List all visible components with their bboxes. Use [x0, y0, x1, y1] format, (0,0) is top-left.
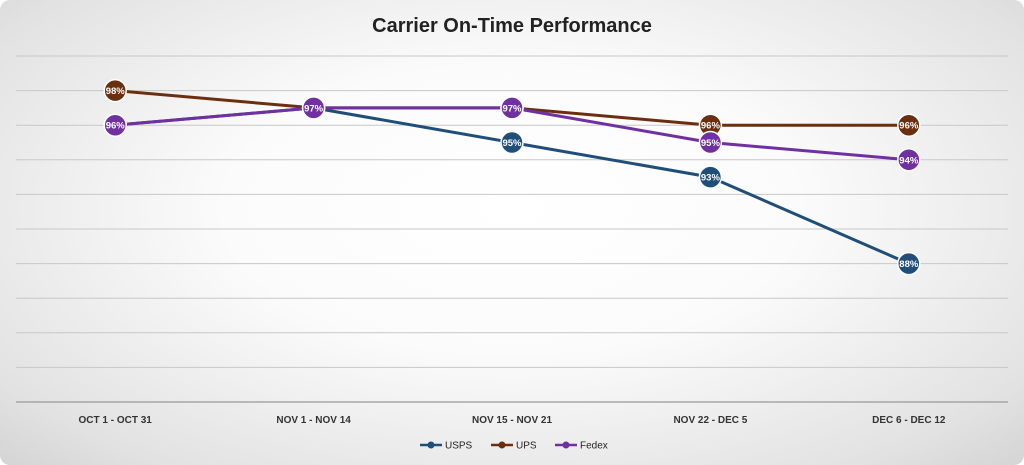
data-point-fedex [897, 148, 921, 172]
data-label-usps: 93% [701, 173, 721, 184]
data-point-fedex [103, 113, 127, 137]
legend-label-usps: USPS [445, 441, 473, 452]
x-tick-label: OCT 1 - OCT 31 [79, 415, 153, 426]
x-axis: OCT 1 - OCT 31 NOV 1 - NOV 14 NOV 15 - NOV… [16, 401, 1008, 426]
legend-marker-fedex [562, 441, 570, 449]
x-tick-label: NOV 22 - DEC 5 [673, 415, 747, 426]
data-label-fedex: 95% [701, 138, 721, 149]
data-label-fedex: 97% [502, 103, 522, 114]
data-label-ups: 98% [106, 86, 126, 97]
x-tick-label: DEC 6 - DEC 12 [872, 415, 946, 426]
data-point-fedex [301, 96, 326, 120]
data-markers: 96%97%95%93%88%98%97%97%96%96%96%97%97%9… [103, 78, 921, 276]
chart-title: Carrier On-Time Performance [372, 15, 652, 37]
data-point-fedex [698, 130, 723, 155]
gridlines [16, 55, 1008, 368]
legend-marker-ups [498, 441, 506, 449]
data-point-usps [698, 165, 723, 189]
data-point-usps [897, 251, 921, 276]
data-label-ups: 96% [701, 121, 721, 132]
data-label-fedex: 94% [899, 155, 919, 166]
data-label-fedex: 97% [304, 103, 324, 114]
data-label-usps: 95% [502, 138, 522, 149]
legend-marker-usps [427, 441, 435, 449]
legend-label-fedex: Fedex [580, 441, 608, 452]
data-label-usps: 88% [899, 259, 919, 270]
data-point-ups [103, 78, 127, 103]
x-tick-label: NOV 15 - NOV 21 [472, 415, 552, 426]
x-tick-label: NOV 1 - NOV 14 [276, 415, 351, 426]
data-label-ups: 96% [899, 121, 919, 132]
data-label-fedex: 96% [106, 121, 126, 132]
data-point-usps [500, 130, 524, 155]
data-point-ups [897, 113, 921, 137]
legend-label-ups: UPS [516, 441, 537, 452]
legend: USPS UPS Fedex [420, 441, 608, 452]
data-point-fedex [500, 96, 524, 120]
